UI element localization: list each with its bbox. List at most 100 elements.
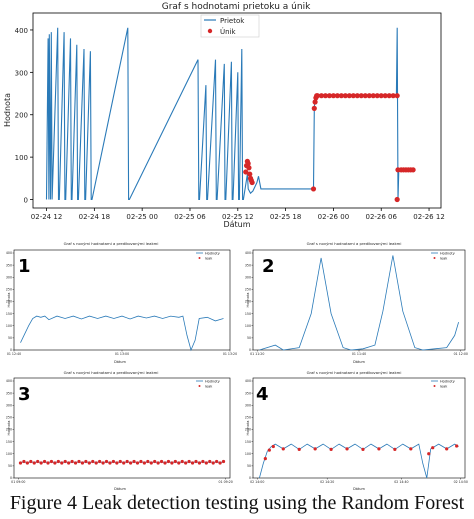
panel-leak-point bbox=[313, 447, 317, 451]
panel-y-tick-label: 0 bbox=[249, 476, 251, 480]
panel-series-hodnoty bbox=[20, 315, 224, 352]
main-x-tick-label: 02-26 06 bbox=[365, 213, 397, 221]
panel-leak-point bbox=[271, 444, 275, 449]
panel-leak-point bbox=[409, 447, 413, 451]
panel-leak-point bbox=[118, 459, 122, 464]
panel-y-tick-label: 300 bbox=[6, 275, 12, 279]
panel-2-legend-point bbox=[433, 257, 436, 259]
panel-leak-point bbox=[25, 461, 29, 465]
main-x-tick-label: 02-24 12 bbox=[31, 213, 62, 221]
main-legend-point-swatch bbox=[207, 28, 213, 34]
panel-1-title: Graf s novými hodnotami a predikovanými … bbox=[64, 241, 159, 246]
panel-leak-point bbox=[111, 459, 115, 464]
panel-leak-point bbox=[197, 461, 202, 465]
panel-leak-point bbox=[22, 459, 26, 464]
main-x-tick-label: 02-25 18 bbox=[270, 213, 301, 221]
panel-2-chart: Graf s novými hodnotami a predikovanými … bbox=[245, 241, 468, 364]
panel-y-tick-label: 400 bbox=[245, 379, 251, 383]
main-x-axis-label: Dátum bbox=[223, 220, 250, 229]
panel-leak-point bbox=[115, 461, 119, 465]
panel-leak-point bbox=[142, 461, 146, 465]
panel-y-tick-label: 50 bbox=[8, 336, 12, 340]
panel-4-series bbox=[259, 443, 459, 479]
panel-4-legend-leak: leak bbox=[440, 385, 448, 389]
panel-leak-point bbox=[208, 459, 212, 464]
panel-y-tick-label: 350 bbox=[245, 391, 251, 395]
panel-1-legend-leak: leak bbox=[205, 257, 213, 261]
panel-y-tick-label: 100 bbox=[6, 324, 12, 328]
panel-leak-point bbox=[87, 461, 91, 465]
panel-4-ticks: 0 50 100 150 200 250 300 350 400 02 14:00 02 14:20… bbox=[245, 379, 468, 484]
panel-3-ticks: 0 50 100 150 200 250 300 350 400 01 09:00 01 09:20 bbox=[6, 379, 233, 484]
panel-2-number: 2 bbox=[262, 256, 275, 277]
panel-y-tick-label: 100 bbox=[245, 324, 251, 328]
panel-leak-point bbox=[32, 461, 36, 465]
panel-x-tick-label: 02 14:40 bbox=[394, 480, 408, 484]
panel-leak-point bbox=[267, 448, 271, 452]
panel-leak-point bbox=[445, 447, 449, 451]
panel-leak-point bbox=[180, 459, 184, 464]
panel-leak-point bbox=[329, 447, 333, 451]
panel-4-frame bbox=[252, 377, 466, 479]
panel-3-frame bbox=[13, 377, 231, 479]
panel-leak-point bbox=[56, 459, 60, 464]
panel-3-legend-leak: leak bbox=[205, 385, 213, 389]
panel-x-tick-label: 02 14:50 bbox=[454, 480, 468, 484]
main-leak-point bbox=[374, 93, 380, 99]
panel-y-tick-label: 200 bbox=[6, 300, 12, 304]
panel-leak-point bbox=[184, 461, 188, 465]
main-leak-point bbox=[394, 196, 400, 203]
panel-y-tick-label: 150 bbox=[245, 440, 251, 444]
panel-2-frame bbox=[252, 249, 466, 351]
panel-leak-point bbox=[73, 461, 78, 465]
panel-y-tick-label: 400 bbox=[6, 379, 12, 383]
main-y-tick-label: 100 bbox=[15, 154, 28, 162]
main-leak-point bbox=[354, 93, 360, 99]
main-leak-point bbox=[243, 169, 249, 175]
panel-y-tick-label: 300 bbox=[245, 403, 251, 407]
panel-3-legend-hodnoty: Hodnoty bbox=[205, 380, 220, 384]
main-leak-point bbox=[330, 93, 337, 99]
panel-leak-point bbox=[427, 452, 431, 456]
panel-y-tick-label: 300 bbox=[245, 275, 251, 279]
panel-2-series bbox=[259, 255, 459, 351]
panel-1-y-label: Hodnota bbox=[7, 293, 11, 308]
panel-2-legend-hodnoty: Hodnoty bbox=[440, 252, 455, 256]
main-y-axis-label: Hodnota bbox=[3, 93, 12, 127]
panel-leak-point bbox=[132, 459, 136, 464]
panel-y-tick-label: 50 bbox=[8, 464, 12, 468]
panel-x-tick-label: 01 11:20 bbox=[250, 352, 264, 356]
panel-leak-point bbox=[431, 446, 435, 450]
panel-leak-point bbox=[135, 461, 140, 465]
main-leak-point bbox=[350, 93, 356, 99]
main-series-prietok bbox=[45, 27, 414, 201]
panel-leak-point bbox=[149, 461, 153, 465]
main-leak-point bbox=[390, 93, 396, 99]
panel-y-tick-label: 150 bbox=[245, 312, 251, 316]
panel-leak-point bbox=[187, 459, 191, 464]
panel-3-series bbox=[18, 459, 226, 465]
main-leak-point bbox=[394, 93, 400, 99]
panel-4-title: Graf s novými hodnotami a predikovanými … bbox=[307, 370, 402, 375]
panel-x-tick-label: 01 11:40 bbox=[352, 352, 366, 356]
panel-leak-point bbox=[129, 461, 133, 465]
panel-leak-point bbox=[91, 459, 95, 464]
panel-y-tick-label: 50 bbox=[247, 464, 251, 468]
panel-leak-point bbox=[173, 459, 177, 464]
main-x-tick-label: 02-26 00 bbox=[318, 213, 349, 221]
panel-leak-point bbox=[194, 459, 198, 464]
panel-2-title: Graf s novými hodnotami a predikovanými … bbox=[307, 241, 402, 246]
panel-y-tick-label: 100 bbox=[245, 452, 251, 456]
main-legend: Prietok Únik bbox=[200, 14, 260, 38]
panel-leak-point bbox=[42, 459, 47, 464]
panel-3-chart: Graf s novými hodnotami a predikovanými … bbox=[6, 370, 233, 491]
main-leak-point bbox=[247, 171, 253, 177]
panel-1-ticks: 0 50 100 150 200 250 300 350 400 01 12:40 01 13:00… bbox=[6, 251, 237, 356]
panel-leak-point bbox=[53, 461, 57, 465]
main-leak-point bbox=[366, 93, 372, 99]
panel-y-tick-label: 0 bbox=[249, 348, 251, 352]
figure-caption: Figure 4 Leak detection testing using th… bbox=[9, 492, 465, 514]
main-leak-point bbox=[382, 93, 388, 99]
panel-4-legend-hodnoty: Hodnoty bbox=[440, 380, 455, 384]
main-x-tick-label: 02-25 00 bbox=[126, 213, 157, 221]
